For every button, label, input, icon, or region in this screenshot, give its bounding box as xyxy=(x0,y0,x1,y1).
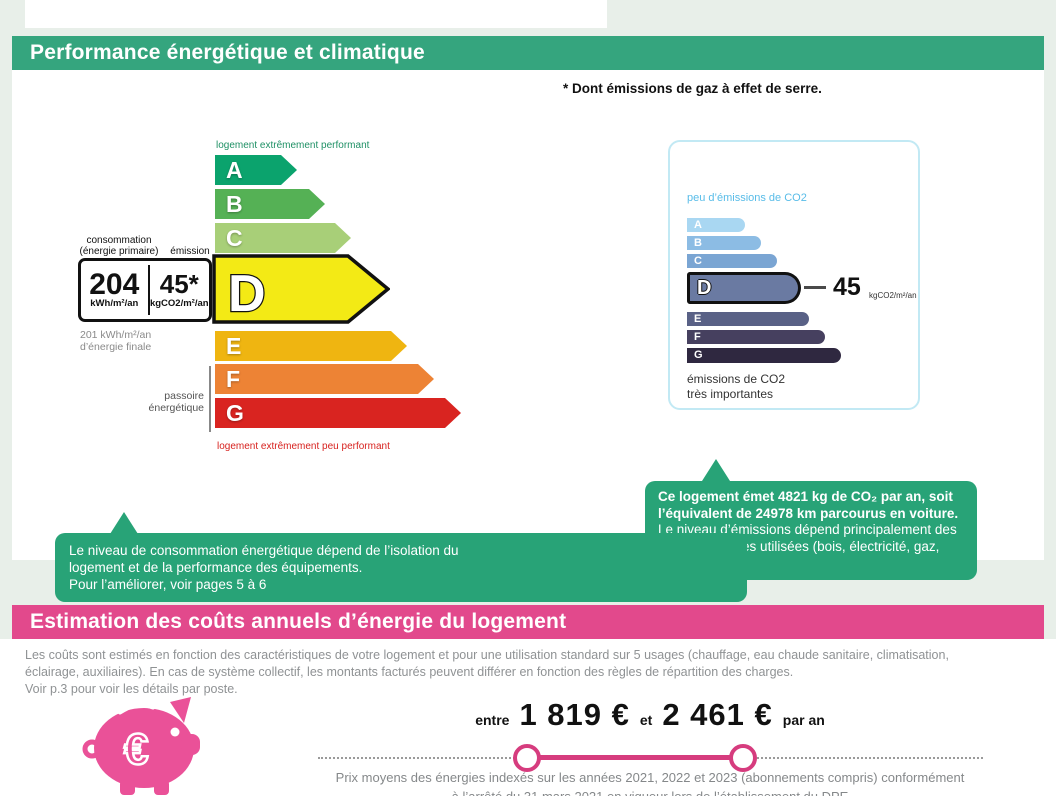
costs-section-title: Estimation des coûts annuels d’énergie d… xyxy=(30,610,567,633)
price-suffix: par an xyxy=(782,712,825,728)
price-footnote-line2: à l’arrêté du 31 mars 2021 en vigueur lo… xyxy=(250,789,1050,796)
co2-bottom-label: émissions de CO2 très importantes xyxy=(687,372,785,402)
consumption-header-line2: (énergie primaire) xyxy=(79,245,159,257)
co2-scale-panel: peu d’émissions de CO2 A B C D 45 kgCO2/… xyxy=(668,140,920,410)
final-energy-label: 201 kWh/m²/an d’énergie finale xyxy=(80,329,151,353)
co2-value-dash xyxy=(804,286,826,289)
emission-value: 45* xyxy=(159,268,199,299)
piggy-bank-icon: € xyxy=(82,697,200,795)
price-prefix: entre xyxy=(475,712,510,728)
energy-callout: Le niveau de consommation énergétique dé… xyxy=(55,533,747,602)
piggy-euro-symbol: € xyxy=(124,725,148,774)
emission-cell: 45* kgCO2/m²/an xyxy=(150,261,209,319)
energy-class-b-letter: B xyxy=(226,190,243,217)
co2-class-f-letter: F xyxy=(694,330,701,343)
consumption-value: 204 xyxy=(89,267,140,301)
costs-intro-line3: Voir p.3 pour voir les détails par poste… xyxy=(25,682,238,696)
sieve-label-line1: passoire xyxy=(164,390,204,402)
costs-intro-paragraph: Les coûts sont estimés en fonction des c… xyxy=(25,647,949,698)
co2-class-d-letter: D xyxy=(697,277,712,299)
price-max: 2 461 € xyxy=(662,697,773,732)
sieve-label-line2: énergétique xyxy=(148,402,204,414)
annual-cost-range: entre 1 819 € et 2 461 € par an xyxy=(240,697,1056,733)
price-range-bar xyxy=(527,755,743,760)
sieve-bracket-line xyxy=(209,366,211,432)
energy-class-a: A xyxy=(215,155,297,185)
piggy-eye xyxy=(170,727,180,737)
energy-class-c-letter: C xyxy=(226,224,243,251)
energy-class-c: C xyxy=(215,223,351,253)
co2-class-g: G xyxy=(687,348,841,363)
co2-class-f: F xyxy=(687,330,825,344)
co2-class-e-letter: E xyxy=(694,312,702,325)
energy-class-f: F xyxy=(215,364,434,394)
co2-callout-line2: l’équivalent de 24978 km parcourus en vo… xyxy=(658,505,959,521)
energy-section-header: Performance énergétique et climatique xyxy=(12,36,1044,70)
energy-top-label: logement extrêmement performant xyxy=(216,140,370,151)
co2-class-c-letter: C xyxy=(694,254,702,267)
energy-class-g: G xyxy=(215,398,461,428)
price-range-max-marker xyxy=(729,744,757,772)
co2-class-a-letter: A xyxy=(694,218,702,231)
co2-class-b: B xyxy=(687,236,761,250)
price-footnote-line1: Prix moyens des énergies indexés sur les… xyxy=(335,770,965,785)
price-conjunction: et xyxy=(639,712,653,728)
consumption-emission-value-box: 204 kWh/m²/an 45* kgCO2/m²/an xyxy=(78,258,212,322)
co2-class-c: C xyxy=(687,254,777,268)
energy-class-e-letter: E xyxy=(226,332,242,359)
emission-unit: kgCO2/m²/an xyxy=(149,297,209,309)
energy-bottom-label: logement extrêmement peu performant xyxy=(217,441,390,452)
price-range-min-marker xyxy=(513,744,541,772)
energy-callout-line1: Le niveau de consommation énergétique dé… xyxy=(69,543,459,558)
piggy-coin-slot xyxy=(117,702,156,715)
energy-class-d-letter: D xyxy=(228,265,266,323)
energy-section-title: Performance énergétique et climatique xyxy=(30,41,425,64)
energy-callout-pointer xyxy=(110,512,138,534)
final-energy-line1: 201 kWh/m²/an xyxy=(80,329,152,341)
co2-callout-pointer xyxy=(702,459,730,481)
energy-class-a-letter: A xyxy=(226,156,243,183)
emission-header: émission xyxy=(170,245,210,257)
price-min: 1 819 € xyxy=(519,697,630,732)
energy-class-f-letter: F xyxy=(226,365,241,392)
co2-class-d: D xyxy=(687,272,801,304)
co2-class-g-letter: G xyxy=(694,349,703,361)
co2-unit: kgCO2/m²/an xyxy=(869,291,917,300)
ghg-note: * Dont émissions de gaz à effet de serre… xyxy=(563,81,822,96)
top-margin-strip xyxy=(25,0,607,28)
energy-class-e: E xyxy=(215,331,407,361)
value-box-divider xyxy=(147,265,150,315)
energy-class-b: B xyxy=(215,189,325,219)
energy-class-d-shape xyxy=(212,254,390,324)
co2-bottom-label-line1: émissions de CO2 xyxy=(687,372,786,386)
co2-bottom-label-line2: très importantes xyxy=(687,387,774,401)
co2-top-label: peu d’émissions de CO2 xyxy=(687,192,807,204)
energy-callout-line2: logement et de la performance des équipe… xyxy=(69,560,363,575)
co2-class-e: E xyxy=(687,312,809,326)
final-energy-line2: d’énergie finale xyxy=(80,341,152,353)
co2-class-a: A xyxy=(687,218,745,232)
energy-class-d-arrow: D xyxy=(212,254,390,324)
energy-callout-line3: Pour l’améliorer, voir pages 5 à 6 xyxy=(69,577,267,592)
costs-section-header: Estimation des coûts annuels d’énergie d… xyxy=(12,605,1044,639)
co2-class-b-letter: B xyxy=(694,236,702,249)
consumption-emission-headers: consommation (énergie primaire) émission xyxy=(74,235,216,257)
consumption-unit: kWh/m²/an xyxy=(90,297,139,309)
consumption-header: consommation (énergie primaire) xyxy=(74,235,164,257)
costs-intro-line1: Les coûts sont estimés en fonction des c… xyxy=(25,648,949,662)
co2-value: 45 xyxy=(833,273,861,301)
energy-class-g-letter: G xyxy=(226,399,244,426)
piggy-body-group xyxy=(94,697,200,795)
co2-callout-line1: Ce logement émet 4821 kg de CO₂ par an, … xyxy=(658,489,953,504)
costs-intro-line2: éclairage, auxiliaires). En cas de systè… xyxy=(25,665,794,679)
consumption-cell: 204 kWh/m²/an xyxy=(81,261,148,319)
energy-sieve-label: passoire énergétique xyxy=(118,390,204,414)
consumption-header-line1: consommation xyxy=(86,235,152,246)
